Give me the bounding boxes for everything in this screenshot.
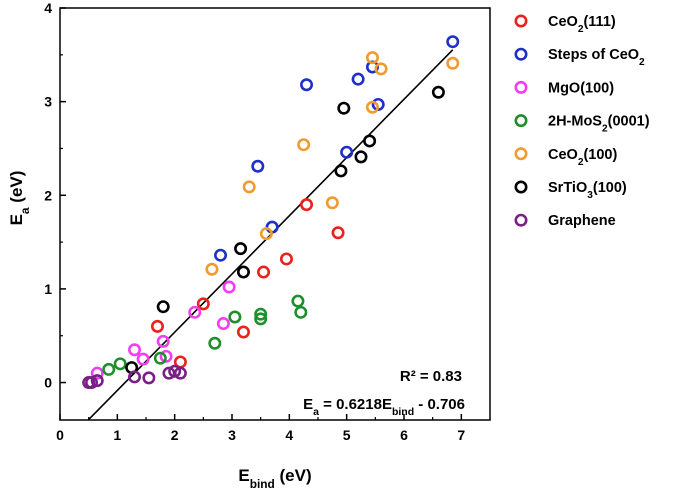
data-point-series-2 xyxy=(188,305,202,319)
data-point-series-4 xyxy=(205,262,219,276)
legend-marker xyxy=(514,180,528,194)
data-point-series-3 xyxy=(291,294,305,308)
data-point-series-0 xyxy=(196,297,210,311)
data-point-series-6 xyxy=(128,370,142,384)
legend-label: Steps of CeO2 xyxy=(548,47,645,67)
x-tick-label: 5 xyxy=(343,427,351,443)
data-point-series-0 xyxy=(150,319,164,333)
data-point-series-2 xyxy=(159,349,173,363)
data-point-series-2 xyxy=(156,334,170,348)
legend-label: CeO2(111) xyxy=(548,14,616,35)
data-point-series-6 xyxy=(168,364,182,378)
data-point-series-4 xyxy=(365,100,379,114)
data-point-series-1 xyxy=(214,248,228,262)
data-point-series-0 xyxy=(331,226,345,240)
data-point-series-1 xyxy=(251,159,265,173)
fit-equation-label: Ea = 0.6218Ebind - 0.706 xyxy=(303,396,465,418)
plot-frame xyxy=(59,7,491,421)
legend-label: MgO(100) xyxy=(548,80,614,96)
annotations: R² = 0.83 Ea = 0.6218Ebind - 0.706 xyxy=(303,368,465,418)
legend-marker xyxy=(514,80,528,94)
axis-titles: Ebind (eV) Ea (eV) xyxy=(7,171,312,491)
data-point-series-0 xyxy=(279,252,293,266)
y-tick-label: 3 xyxy=(44,94,52,110)
r-squared-label: R² = 0.83 xyxy=(400,368,462,385)
y-axis-title: Ea (eV) xyxy=(7,171,32,226)
data-point-series-6 xyxy=(90,374,104,388)
data-point-series-2 xyxy=(216,317,230,331)
legend-marker xyxy=(514,14,528,28)
x-axis-title: Ebind (eV) xyxy=(238,466,311,491)
data-point-series-2 xyxy=(136,352,150,366)
data-point-series-4 xyxy=(374,62,388,76)
data-point-series-4 xyxy=(365,51,379,65)
x-tick-label: 3 xyxy=(228,427,236,443)
data-point-series-5 xyxy=(337,101,351,115)
data-point-series-5 xyxy=(236,265,250,279)
legend-marker xyxy=(514,147,528,161)
data-points xyxy=(82,35,460,390)
data-point-series-6 xyxy=(85,376,99,390)
data-point-series-3 xyxy=(208,336,222,350)
legend-marker xyxy=(514,213,528,227)
data-point-series-3 xyxy=(153,351,167,365)
data-point-series-4 xyxy=(446,56,460,70)
data-point-series-4 xyxy=(259,227,273,241)
data-point-series-5 xyxy=(234,242,248,256)
data-point-series-0 xyxy=(300,198,314,212)
x-tick-label: 0 xyxy=(56,427,64,443)
data-point-series-1 xyxy=(351,72,365,86)
legend-label: CeO2(100) xyxy=(548,147,617,168)
data-point-series-0 xyxy=(257,265,271,279)
x-tick-label: 2 xyxy=(171,427,179,443)
y-tick-label: 2 xyxy=(44,187,52,203)
x-tick-label: 4 xyxy=(285,427,293,443)
data-point-series-3 xyxy=(102,362,116,376)
axis-ticks: 0 1 2 3 4 5 6 7 0 1 2 3 4 xyxy=(44,0,465,443)
y-tick-label: 1 xyxy=(44,281,52,297)
legend-marker xyxy=(514,114,528,128)
data-point-series-5 xyxy=(363,134,377,148)
data-point-series-3 xyxy=(254,312,268,326)
data-point-series-5 xyxy=(334,164,348,178)
data-point-series-5 xyxy=(431,85,445,99)
data-point-series-2 xyxy=(222,280,236,294)
x-tick-label: 6 xyxy=(400,427,408,443)
data-point-series-3 xyxy=(113,357,127,371)
data-point-series-6 xyxy=(173,366,187,380)
data-point-series-0 xyxy=(236,325,250,339)
data-point-series-5 xyxy=(354,150,368,164)
data-point-series-3 xyxy=(254,307,268,321)
data-point-series-6 xyxy=(142,371,156,385)
legend-marker xyxy=(514,47,528,61)
legend-label: SrTiO3(100) xyxy=(548,180,627,201)
y-tick-label: 4 xyxy=(44,0,52,16)
data-point-series-5 xyxy=(156,300,170,314)
legend: CeO2(111) Steps of CeO2 MgO(100) 2H-MoS2(00… xyxy=(514,14,650,229)
data-point-series-2 xyxy=(90,366,104,380)
data-point-series-1 xyxy=(340,145,354,159)
data-point-series-4 xyxy=(242,180,256,194)
x-tick-label: 7 xyxy=(457,427,465,443)
data-point-series-3 xyxy=(228,310,242,324)
x-tick-label: 1 xyxy=(113,427,121,443)
data-point-series-4 xyxy=(325,196,339,210)
data-point-series-3 xyxy=(294,305,308,319)
y-tick-label: 0 xyxy=(44,375,52,391)
legend-label: 2H-MoS2(0001) xyxy=(548,114,650,135)
data-point-series-1 xyxy=(446,35,460,49)
legend-label: Graphene xyxy=(548,213,616,229)
data-point-series-2 xyxy=(128,343,142,357)
data-point-series-1 xyxy=(300,78,314,92)
data-point-series-4 xyxy=(297,138,311,152)
